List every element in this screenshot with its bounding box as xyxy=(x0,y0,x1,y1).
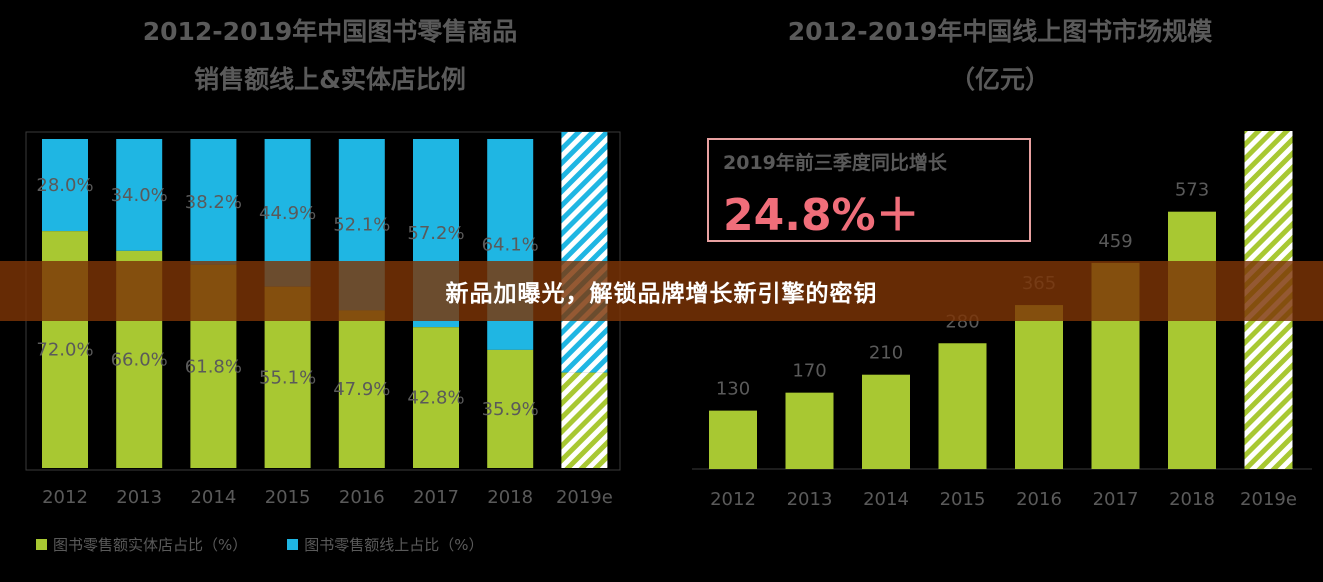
label-offline-2012: 72.0% xyxy=(36,340,93,361)
promo-banner: 新品加曝光，解锁品牌增长新引擎的密钥 xyxy=(0,261,1323,321)
left-tick-2013: 2013 xyxy=(116,487,162,508)
right-title-line2: （亿元） xyxy=(949,65,1050,94)
bar-offline-2018 xyxy=(487,349,534,468)
left-tick-2019e: 2019e xyxy=(556,487,613,508)
value-label-2014: 210 xyxy=(869,343,903,364)
label-online-2018: 64.1% xyxy=(482,234,539,255)
label-online-2016: 52.1% xyxy=(333,215,390,236)
legend-label-online: 图书零售额线上占比（%） xyxy=(304,536,484,554)
legend-label-offline: 图书零售额实体店占比（%） xyxy=(53,536,248,554)
left-tick-2012: 2012 xyxy=(42,487,88,508)
label-online-2014: 38.2% xyxy=(185,192,242,213)
left-title-line1: 2012-2019年中国图书零售商品 xyxy=(142,17,518,46)
legend-swatch-blue xyxy=(287,539,299,550)
right-tick-2012: 2012 xyxy=(710,489,756,510)
bar-2018 xyxy=(1168,211,1216,470)
bar-2012 xyxy=(709,410,757,469)
legend: 图书零售额实体店占比（%） 图书零售额线上占比（%） xyxy=(36,534,484,555)
right-tick-2015: 2015 xyxy=(940,489,986,510)
value-label-2017: 459 xyxy=(1098,231,1132,252)
right-tick-2017: 2017 xyxy=(1093,489,1139,510)
banner-text: 新品加曝光，解锁品牌增长新引擎的密钥 xyxy=(445,281,878,307)
bar-online-2014 xyxy=(190,139,237,265)
bar-online-2013 xyxy=(116,139,163,251)
right-tick-2016: 2016 xyxy=(1016,489,1062,510)
left-chart-title: 2012-2019年中国图书零售商品 销售额线上&实体店比例 xyxy=(20,14,640,98)
right-tick-2019e: 2019e xyxy=(1240,489,1297,510)
bar-offline-2019e xyxy=(561,372,608,468)
label-online-2012: 28.0% xyxy=(36,175,93,196)
legend-item-offline: 图书零售额实体店占比（%） xyxy=(36,534,247,555)
bar-2015 xyxy=(938,343,987,469)
label-online-2013: 34.0% xyxy=(111,185,168,206)
label-offline-2013: 66.0% xyxy=(111,349,168,370)
label-offline-2017: 42.8% xyxy=(407,388,464,409)
right-tick-2013: 2013 xyxy=(787,489,833,510)
right-tick-2014: 2014 xyxy=(863,489,909,510)
callout-label: 2019年前三季度同比增长 xyxy=(723,152,947,174)
bar-online-2012 xyxy=(42,139,88,232)
label-offline-2014: 61.8% xyxy=(185,356,242,377)
right-title-line1: 2012-2019年中国线上图书市场规模 xyxy=(787,17,1213,46)
left-tick-2014: 2014 xyxy=(190,487,236,508)
label-offline-2018: 35.9% xyxy=(482,399,539,420)
left-tick-2017: 2017 xyxy=(413,487,459,508)
callout-value: 24.8%＋ xyxy=(723,190,920,241)
value-label-2012: 130 xyxy=(716,379,750,400)
bar-offline-2016 xyxy=(338,310,385,468)
growth-callout: 2019年前三季度同比增长 24.8%＋ xyxy=(707,138,1031,242)
label-online-2017: 57.2% xyxy=(407,223,464,244)
label-offline-2016: 47.9% xyxy=(333,379,390,400)
bar-2014 xyxy=(862,374,910,469)
bar-online-2019e xyxy=(561,132,608,373)
bar-offline-2017 xyxy=(413,327,459,468)
value-label-2013: 170 xyxy=(792,361,826,382)
bar-2016 xyxy=(1015,305,1063,469)
bar-2013 xyxy=(785,392,834,469)
left-tick-2015: 2015 xyxy=(265,487,311,508)
left-tick-2016: 2016 xyxy=(339,487,385,508)
right-chart-title: 2012-2019年中国线上图书市场规模 （亿元） xyxy=(690,14,1310,98)
right-tick-2018: 2018 xyxy=(1169,489,1215,510)
right-bar-chart: 1302012170201321020142802015365201645920… xyxy=(692,131,1312,510)
value-label-2018: 573 xyxy=(1175,180,1209,201)
left-title-line2: 销售额线上&实体店比例 xyxy=(194,65,466,94)
legend-item-online: 图书零售额线上占比（%） xyxy=(287,534,484,555)
left-tick-2018: 2018 xyxy=(487,487,533,508)
label-online-2015: 44.9% xyxy=(259,203,316,224)
label-offline-2015: 55.1% xyxy=(259,367,316,388)
legend-swatch-green xyxy=(36,539,47,550)
